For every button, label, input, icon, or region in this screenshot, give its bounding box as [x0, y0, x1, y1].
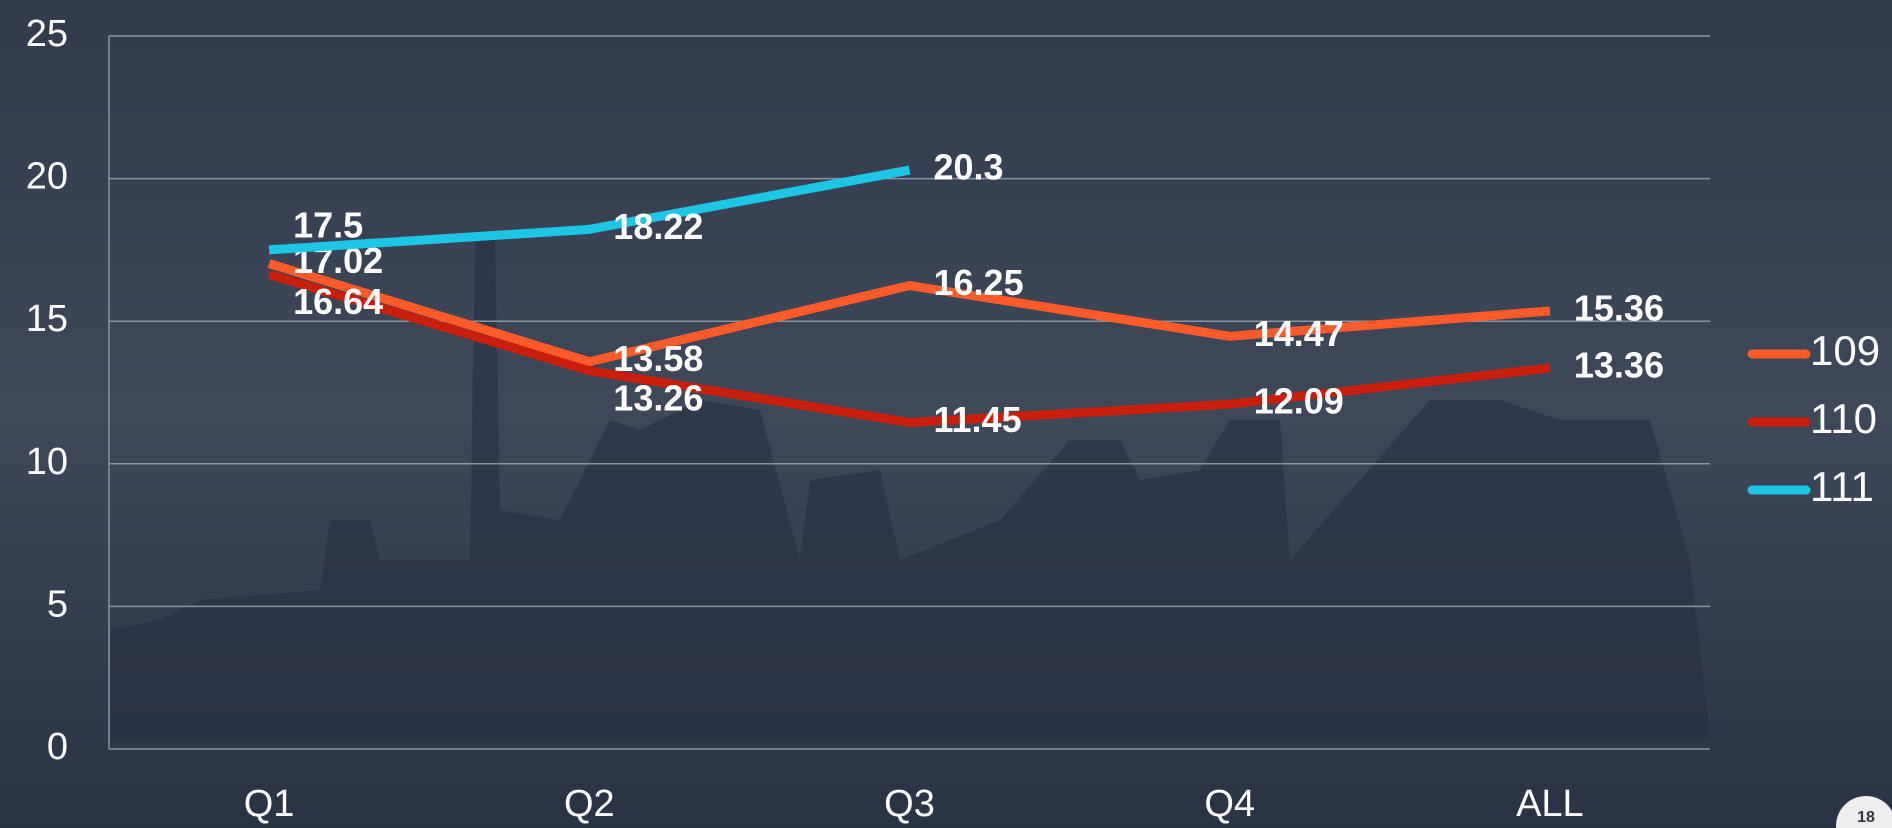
data-label: 16.64 — [293, 281, 383, 322]
page-number: 18 — [1857, 809, 1875, 826]
data-label: 18.22 — [613, 206, 703, 247]
data-label: 13.58 — [613, 338, 703, 379]
y-tick-label: 0 — [47, 726, 68, 768]
series-line — [267, 270, 1551, 427]
data-label: 15.36 — [1574, 287, 1664, 328]
y-tick-label: 10 — [26, 441, 68, 483]
y-tick-label: 20 — [26, 156, 68, 198]
y-tick-label: 15 — [26, 298, 68, 340]
series-line — [268, 165, 911, 255]
data-label: 12.09 — [1254, 381, 1344, 422]
x-tick-label: Q4 — [1204, 783, 1255, 825]
legend-label: 109 — [1810, 327, 1880, 374]
page-badge — [1836, 796, 1892, 828]
legend-label: 111 — [1810, 463, 1874, 510]
x-tick-label: Q3 — [884, 783, 935, 825]
x-tick-label: Q2 — [564, 783, 615, 825]
data-label: 20.3 — [934, 147, 1004, 188]
y-tick-label: 5 — [47, 583, 68, 625]
y-tick-label: 25 — [26, 13, 68, 55]
x-tick-label: Q1 — [244, 783, 295, 825]
data-label: 11.45 — [934, 399, 1022, 440]
data-label: 16.25 — [934, 262, 1024, 303]
series-line — [267, 259, 1551, 367]
data-label: 13.36 — [1574, 344, 1664, 385]
legend-label: 110 — [1810, 395, 1877, 442]
data-label: 13.26 — [613, 377, 703, 418]
data-label: 17.5 — [293, 204, 363, 245]
data-label: 14.47 — [1254, 313, 1344, 354]
x-tick-label: ALL — [1516, 783, 1584, 825]
skyline — [110, 240, 1710, 740]
